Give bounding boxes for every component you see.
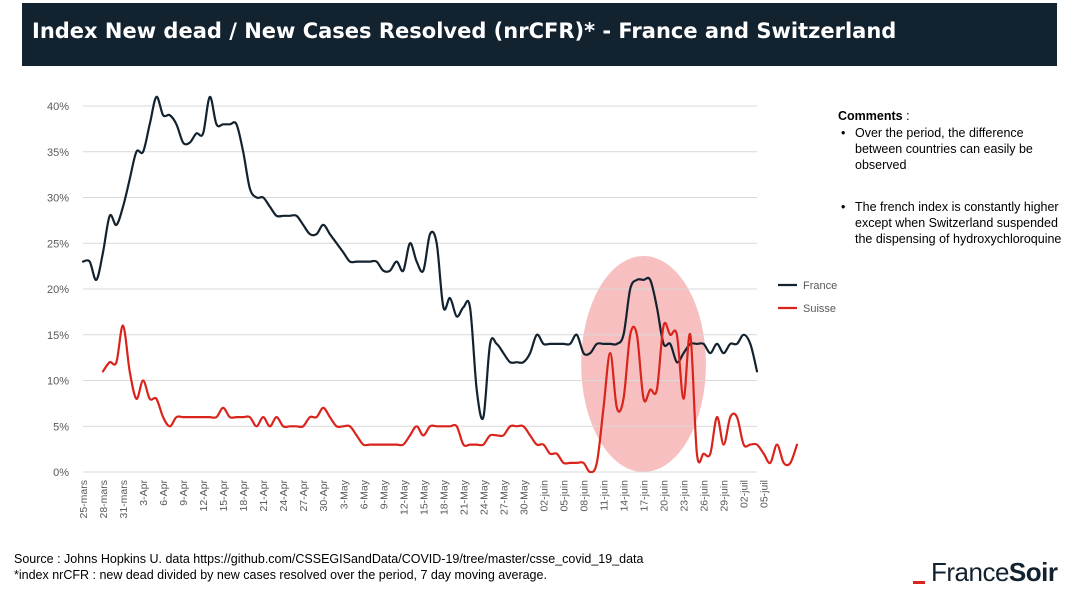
x-tick-label: 30-May	[518, 479, 530, 515]
x-tick-label: 14-juin	[619, 480, 631, 512]
logo-dash-icon	[913, 580, 925, 584]
source-note: Source : Johns Hopkins U. data https://g…	[14, 551, 644, 583]
y-tick-label: 25%	[47, 238, 69, 250]
comments-box: Comments : Over the period, the differen…	[838, 108, 1068, 247]
x-tick-label: 15-Apr	[218, 479, 230, 511]
x-tick-label: 05-juil	[759, 480, 771, 508]
x-tick-label: 9-Apr	[178, 480, 190, 506]
y-tick-label: 5%	[53, 421, 69, 433]
x-tick-label: 29-juin	[719, 480, 731, 512]
x-tick-label: 9-May	[378, 479, 390, 509]
comments-heading: Comments :	[838, 108, 1068, 124]
y-tick-label: 15%	[47, 330, 69, 342]
line-chart: 0% 5% 10% 15% 20% 25% 30% 35% 40% 25-mars 28-mars…	[47, 95, 837, 519]
y-tick-label: 40%	[47, 101, 69, 113]
logo-text-soir: Soir	[1008, 557, 1058, 587]
x-tick-label: 31-mars	[118, 480, 130, 519]
legend-label-suisse: Suisse	[803, 303, 836, 315]
x-tick-label: 02-juin	[538, 480, 550, 512]
x-tick-label: 3-Apr	[138, 480, 150, 506]
x-tick-label: 18-Apr	[238, 479, 250, 511]
x-tick-label: 21-Apr	[258, 479, 270, 511]
x-tick-label: 3-May	[338, 479, 350, 509]
x-tick-label: 6-Apr	[158, 480, 170, 506]
x-tick-label: 11-juin	[599, 480, 611, 511]
x-tick-label: 05-juin	[558, 480, 570, 512]
y-tick-label: 30%	[47, 193, 69, 205]
y-tick-label: 10%	[47, 376, 69, 388]
comments-list: Over the period, the difference between …	[838, 125, 1068, 247]
x-tick-label: 24-May	[478, 479, 490, 515]
x-tick-label: 02-juil	[739, 480, 751, 508]
x-tick-label: 25-mars	[78, 480, 90, 519]
x-tick-label: 15-May	[418, 479, 430, 515]
y-tick-label: 35%	[47, 147, 69, 159]
x-tick-label: 6-May	[358, 479, 370, 509]
x-tick-label: 30-Apr	[318, 479, 330, 511]
y-tick-label: 0%	[53, 467, 69, 479]
x-tick-label: 24-Apr	[278, 479, 290, 511]
x-tick-label: 23-juin	[679, 480, 691, 512]
x-tick-label: 21-May	[458, 479, 470, 515]
x-tick-label: 12-May	[398, 479, 410, 515]
comment-bullet: The french index is constantly higher ex…	[838, 199, 1068, 247]
x-tick-label: 12-Apr	[198, 479, 210, 511]
x-tick-label: 18-May	[438, 479, 450, 515]
francesoir-logo: FranceSoir	[913, 557, 1058, 588]
chart-title: Index New dead / New Cases Resolved (nrC…	[32, 19, 897, 43]
comment-bullet: Over the period, the difference between …	[838, 125, 1068, 173]
title-banner: Index New dead / New Cases Resolved (nrC…	[22, 3, 1057, 66]
footnote-line: *index nrCFR : new dead divided by new c…	[14, 568, 547, 582]
source-line: Source : Johns Hopkins U. data https://g…	[14, 552, 644, 566]
comments-heading-colon: :	[902, 109, 910, 123]
series-line-france	[81, 95, 759, 420]
legend-label-france: France	[803, 280, 837, 292]
logo-text-france: France	[931, 557, 1009, 587]
comments-heading-text: Comments	[838, 109, 903, 123]
x-tick-label: 26-juin	[699, 480, 711, 512]
x-tick-label: 27-Apr	[298, 479, 310, 511]
x-tick-label: 17-juin	[639, 480, 651, 512]
x-tick-label: 08-juin	[578, 480, 590, 512]
x-tick-label: 27-May	[498, 479, 510, 515]
series-line-suisse	[101, 321, 799, 474]
x-tick-label: 28-mars	[98, 480, 110, 519]
x-tick-label: 20-juin	[659, 480, 671, 512]
highlight-ellipse	[581, 256, 706, 472]
y-tick-label: 20%	[47, 284, 69, 296]
